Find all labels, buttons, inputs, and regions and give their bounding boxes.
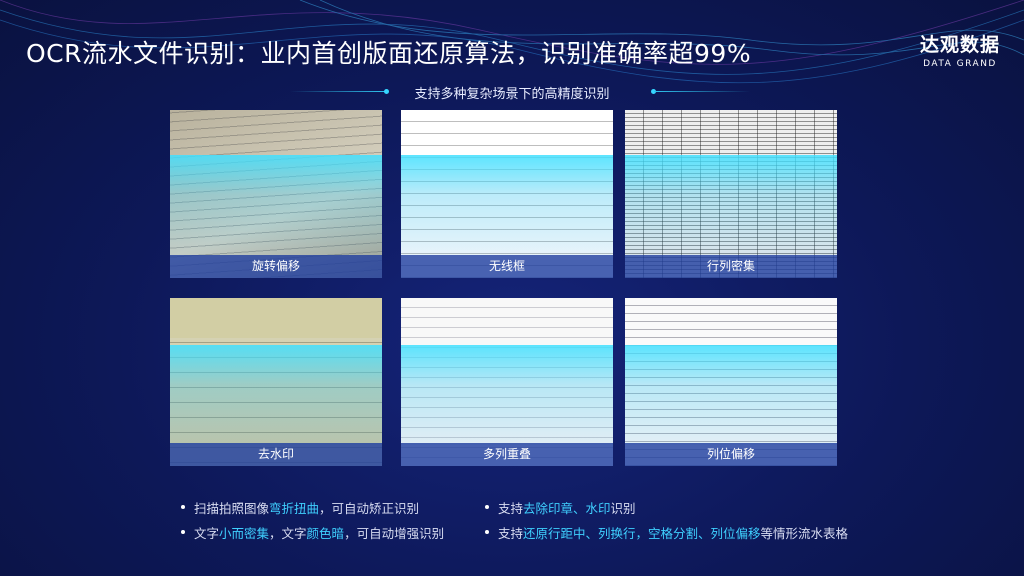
card-label: 无线框 (401, 255, 613, 278)
section-subtitle: 支持多种复杂场景下的高精度识别 (414, 87, 610, 102)
divider-dot (651, 89, 656, 94)
feature-item: 支持还原行距中、列换行，空格分割、列位偏移等情形流水表格 (482, 523, 848, 548)
logo-cn: 达观数据 (919, 34, 1000, 56)
logo: 达观数据 DATA GRAND (920, 30, 1000, 69)
scan-overlay (401, 345, 613, 445)
card-label: 列位偏移 (625, 443, 837, 466)
sample-card-watermark: 去水印 (170, 298, 382, 466)
sample-card-no-frame: 无线框 (401, 110, 613, 278)
card-label: 多列重叠 (401, 443, 613, 466)
highlight: 弯折扭曲 (269, 501, 320, 516)
text: 等情形流水表格 (760, 526, 849, 541)
logo-en: DATA GRAND (923, 59, 997, 69)
sample-card-rotation: 旋转偏移 (170, 110, 382, 278)
sample-card-dense: 行列密集 (625, 110, 837, 278)
highlight: 去除印章、水印 (523, 501, 611, 516)
text: ，可自动矫正识别 (319, 501, 420, 516)
page-title: OCR流水文件识别：业内首创版面还原算法，识别准确率超99% (26, 39, 752, 68)
text: ，可自动增强识别 (344, 526, 445, 541)
scan-overlay (170, 345, 382, 445)
feature-list-right: 支持去除印章、水印识别 支持还原行距中、列换行，空格分割、列位偏移等情形流水表格 (482, 498, 848, 548)
scan-overlay (401, 155, 613, 255)
text: 支持 (498, 526, 524, 541)
highlight: 颜色暗 (306, 526, 345, 541)
card-label: 行列密集 (625, 255, 837, 278)
text: 扫描拍照图像 (194, 501, 270, 516)
sample-card-column-shift: 列位偏移 (625, 298, 837, 466)
text: ，文字 (269, 526, 307, 541)
divider-left (290, 91, 386, 92)
text: 文字 (194, 526, 220, 541)
scan-overlay (625, 345, 837, 445)
divider-right (654, 91, 750, 92)
card-label: 旋转偏移 (170, 255, 382, 278)
feature-item: 文字小而密集，文字颜色暗，可自动增强识别 (178, 523, 444, 548)
text: 支持 (498, 501, 524, 516)
feature-item: 支持去除印章、水印识别 (482, 498, 848, 523)
highlight: 还原行距中、列换行，空格分割、列位偏移 (523, 526, 761, 541)
wave-decoration (0, 0, 1024, 84)
highlight: 小而密集 (219, 526, 270, 541)
text: 识别 (610, 501, 636, 516)
scan-overlay (170, 155, 382, 255)
feature-item: 扫描拍照图像弯折扭曲，可自动矫正识别 (178, 498, 444, 523)
feature-list-left: 扫描拍照图像弯折扭曲，可自动矫正识别 文字小而密集，文字颜色暗，可自动增强识别 (178, 498, 444, 548)
scan-overlay (625, 155, 837, 255)
card-label: 去水印 (170, 443, 382, 466)
divider-dot (384, 89, 389, 94)
sample-card-overlap: 多列重叠 (401, 298, 613, 466)
